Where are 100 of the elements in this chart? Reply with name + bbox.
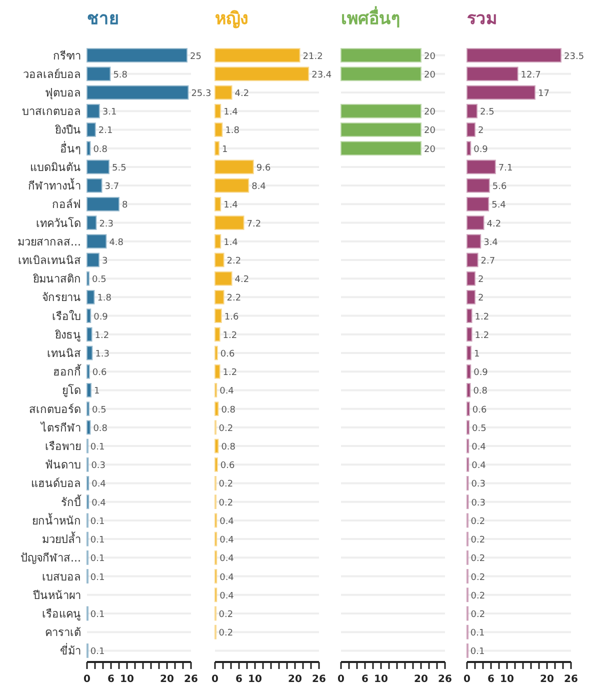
data-label: 0.4: [472, 442, 486, 453]
data-label: 0.9: [474, 144, 488, 155]
data-label: 8: [122, 200, 128, 211]
data-label: 0.1: [470, 647, 485, 658]
data-label: 0.9: [94, 312, 108, 322]
y-tick-label: มวยสากลส...: [18, 235, 81, 248]
bar: [466, 85, 536, 100]
data-label: 0.2: [470, 554, 486, 564]
data-label: 0.4: [220, 536, 234, 546]
data-label: 21.2: [302, 52, 323, 62]
y-tick-label: เทนนิส: [47, 347, 81, 360]
x-tick-label: 20: [160, 674, 174, 685]
bar: [214, 364, 220, 379]
data-label: 0.1: [90, 516, 105, 527]
chart-title: เพศอื่นๆ: [341, 6, 400, 29]
bar: [86, 234, 107, 249]
y-tick-label: ปัญจกีฬาส...: [20, 552, 81, 565]
data-label: 0.6: [220, 350, 235, 360]
bar: [214, 308, 222, 323]
x-tick-label: 26: [564, 674, 578, 685]
chart-title: หญิง: [215, 9, 248, 29]
data-label: 4.8: [109, 238, 124, 248]
data-label: 4.2: [486, 219, 502, 230]
bar: [214, 234, 222, 249]
y-tick-label: อื่นๆ: [60, 140, 81, 156]
data-label: 25: [190, 52, 202, 62]
bar: [86, 420, 91, 435]
data-label: 0.2: [470, 591, 486, 602]
y-tick-label: ฮอกกี้: [53, 364, 82, 379]
data-label: 1.4: [224, 108, 238, 118]
data-label: 3.4: [484, 238, 498, 248]
bar: [214, 122, 223, 137]
x-tick-label: 10: [120, 674, 134, 685]
data-label: 0.2: [470, 572, 486, 583]
x-tick-label: 0: [212, 674, 219, 685]
bar: [214, 216, 244, 230]
bar: [214, 141, 220, 156]
bar: [466, 196, 490, 212]
data-label: 0.4: [220, 516, 234, 527]
data-label: 0.1: [90, 610, 105, 620]
bar: [466, 290, 476, 304]
data-label: 0.2: [218, 498, 234, 508]
x-tick-label: 26: [184, 674, 198, 685]
data-label: 12.7: [520, 70, 541, 80]
chart-title: ชาย: [87, 9, 119, 29]
data-label: 23.4: [312, 70, 332, 80]
y-tick-label: ไตรกีฬา: [40, 421, 81, 434]
data-label: 9.6: [256, 163, 271, 174]
data-label: 5.4: [492, 200, 506, 211]
data-label: 0.3: [471, 498, 486, 508]
data-label: 1: [222, 144, 228, 155]
y-tick-label: ยกน้ำหนัก: [32, 512, 81, 528]
data-label: 1.4: [224, 238, 238, 248]
y-tick-label: ยิมนาสติก: [32, 272, 81, 286]
bar: [466, 383, 471, 398]
data-label: 1.2: [474, 330, 490, 341]
data-label: 0.9: [474, 368, 488, 378]
data-label: 2.7: [480, 256, 496, 266]
bar: [214, 402, 219, 416]
y-tick-label: วอลเลย์บอล: [23, 68, 81, 81]
bar: [214, 104, 222, 118]
bar: [466, 402, 470, 416]
y-tick-label: เทควันโด: [36, 216, 81, 230]
data-label: 2: [478, 294, 484, 304]
bar: [86, 178, 102, 193]
bar: [466, 48, 562, 62]
y-tick-label: ขี่ม้า: [60, 642, 81, 658]
bar: [214, 290, 224, 304]
data-label: 17: [538, 89, 550, 100]
x-tick-label: 20: [288, 674, 302, 685]
x-tick-label: 6: [236, 674, 243, 685]
bar: [86, 364, 90, 379]
data-label: 2.3: [99, 219, 114, 230]
data-label: 0.2: [218, 424, 234, 434]
y-tick-label: ยิงปืน: [54, 124, 81, 137]
x-tick-label: 0: [338, 674, 345, 685]
y-tick-label: กีฬาทางน้ำ: [28, 178, 81, 193]
data-label: 0.2: [470, 610, 486, 620]
data-label: 20: [424, 144, 436, 155]
data-label: 0.8: [93, 144, 108, 155]
x-tick-label: 10: [500, 674, 514, 685]
y-tick-label: รักบี้: [61, 494, 82, 509]
data-label: 23.5: [564, 52, 584, 62]
x-tick-label: 26: [438, 674, 452, 685]
bar: [86, 290, 95, 304]
data-label: 0.4: [472, 461, 486, 472]
bar: [466, 346, 472, 360]
data-label: 1.2: [94, 330, 110, 341]
data-label: 0.8: [473, 386, 488, 397]
data-label: 1.6: [224, 312, 239, 322]
data-label: 20: [424, 52, 436, 62]
bar: [214, 252, 224, 268]
data-label: 0.1: [90, 647, 105, 658]
y-tick-label: เบสบอล: [42, 570, 81, 584]
y-tick-label: เรือแคนู: [42, 607, 81, 620]
bar: [214, 66, 310, 82]
data-label: 0.5: [92, 275, 106, 286]
y-tick-label: เรือพาย: [45, 440, 81, 454]
bar: [86, 66, 111, 82]
y-tick-label: ยิงธนู: [54, 328, 81, 342]
